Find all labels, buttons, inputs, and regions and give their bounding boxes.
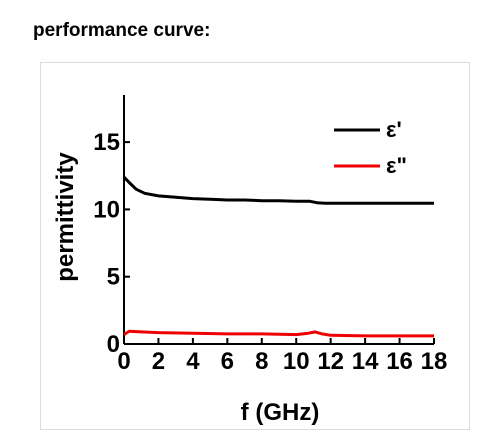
x-tick-label: 10	[283, 348, 310, 375]
y-tick-label: 15	[93, 129, 120, 156]
x-tick-label: 2	[152, 348, 165, 375]
legend: ε' ε"	[334, 117, 407, 178]
y-tick-label: 10	[93, 196, 120, 223]
series-group	[122, 176, 434, 338]
legend-label: ε'	[386, 117, 402, 142]
x-tick-label: 14	[352, 348, 379, 375]
x-tick-label: 8	[255, 348, 268, 375]
figure-frame	[40, 62, 470, 430]
y-axis-label: permittivity	[52, 152, 79, 282]
x-tick-label: 0	[117, 348, 130, 375]
x-tick-label: 16	[386, 348, 413, 375]
x-tick-label: 4	[186, 348, 200, 375]
y-tick-label: 5	[107, 264, 120, 291]
series-line-real-permittivity	[122, 176, 434, 205]
series-line-imaginary-permittivity	[123, 329, 434, 338]
legend-label: ε"	[386, 153, 407, 178]
x-tick-label: 12	[317, 348, 344, 375]
x-tick-label: 18	[421, 348, 448, 375]
y-tick-label: 0	[107, 331, 120, 358]
x-axis-label: f (GHz)	[241, 399, 320, 426]
page-title: performance curve:	[33, 20, 211, 41]
x-tick-label: 6	[221, 348, 234, 375]
